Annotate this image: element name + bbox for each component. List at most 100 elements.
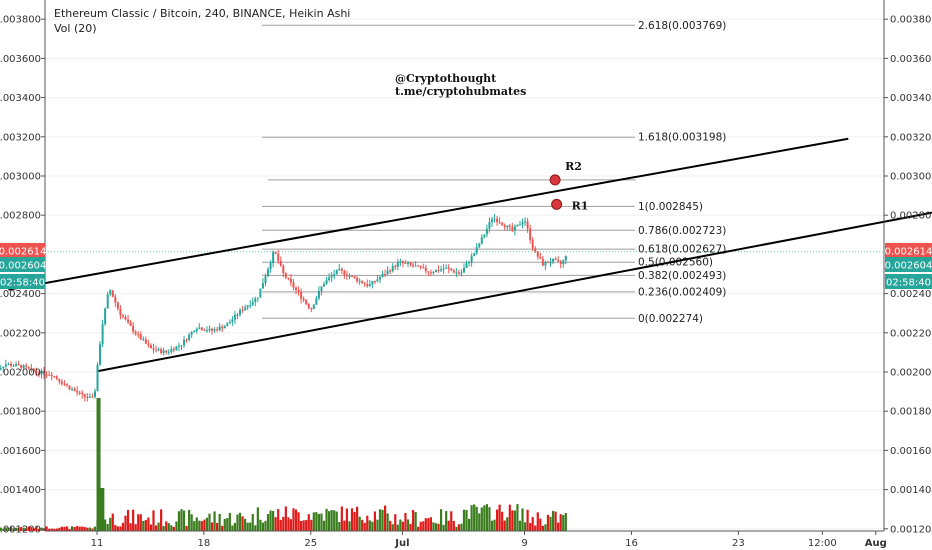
- candle-body: [351, 275, 354, 277]
- candle: [414, 261, 417, 267]
- volume-bar: [139, 514, 142, 531]
- volume-bar: [322, 520, 326, 531]
- candle-body: [447, 267, 450, 269]
- candle-body: [450, 268, 453, 271]
- candle-body: [470, 255, 473, 263]
- candle: [7, 362, 10, 366]
- x-tick-label: 18: [198, 538, 211, 549]
- candle-body: [564, 255, 567, 261]
- volume-bar: [350, 508, 354, 531]
- candle: [170, 345, 173, 355]
- candle: [427, 271, 430, 277]
- volume-bar: [498, 504, 501, 531]
- volume-bar: [259, 519, 262, 531]
- candle: [223, 324, 226, 329]
- volume-bar: [254, 525, 257, 531]
- resistance-marker-r1[interactable]: [551, 198, 563, 210]
- candle: [475, 243, 478, 255]
- candle: [389, 268, 392, 275]
- candle: [289, 273, 292, 287]
- candle-body: [254, 298, 257, 303]
- candle-body: [292, 282, 295, 288]
- candle-body: [45, 374, 48, 376]
- channel-line[interactable]: [8, 137, 849, 291]
- volume-bar: [355, 506, 359, 531]
- candle-body: [149, 345, 152, 349]
- candle-body: [340, 268, 343, 271]
- candle: [109, 288, 112, 297]
- volume-bar: [383, 505, 387, 531]
- volume-bar: [389, 520, 392, 531]
- candle-body: [440, 269, 443, 271]
- volume-bar: [282, 516, 285, 531]
- candle: [93, 388, 96, 399]
- candle: [406, 260, 409, 268]
- candle: [221, 324, 224, 332]
- volume-bar: [300, 520, 303, 531]
- candle: [132, 322, 135, 335]
- candle-body: [96, 364, 99, 392]
- candle-body: [498, 222, 501, 224]
- fib-retracement[interactable]: 2.618(0.003769) 1.618(0.003198) 1(0.002845…: [262, 20, 726, 325]
- candle: [198, 322, 201, 330]
- candle: [455, 267, 458, 278]
- candle-body: [368, 284, 371, 287]
- candle: [180, 345, 183, 350]
- y-tick-label-left: 0.002000: [0, 368, 41, 379]
- candle: [508, 223, 511, 231]
- volume-bar: [152, 510, 155, 531]
- candle: [490, 216, 493, 227]
- candle-body: [78, 392, 81, 394]
- volume-bar: [12, 528, 15, 531]
- candle: [424, 264, 427, 274]
- candle-body: [312, 304, 315, 309]
- candle: [203, 328, 206, 332]
- volume-bar: [503, 520, 506, 531]
- volume-bar: [518, 520, 522, 531]
- candle-body: [119, 308, 122, 316]
- candle: [134, 329, 137, 336]
- candle-body: [185, 339, 188, 341]
- candle-body: [488, 222, 491, 229]
- candle-body: [396, 262, 399, 267]
- volume-bar: [424, 518, 427, 531]
- volume-bar: [544, 524, 547, 531]
- trend-channel[interactable]: [8, 137, 932, 373]
- candle: [440, 265, 443, 273]
- candle: [552, 258, 555, 265]
- resistance-markers[interactable]: R2 R1: [549, 160, 588, 213]
- volume-bar: [55, 528, 58, 531]
- price-badge-left: 0.002604: [0, 261, 46, 272]
- volume-bar: [396, 524, 399, 531]
- candle: [251, 297, 254, 307]
- candle-body: [315, 298, 318, 305]
- candle: [88, 393, 91, 398]
- candle: [9, 361, 12, 368]
- volume-bar: [546, 514, 550, 531]
- volume-bar: [345, 508, 349, 531]
- candle: [259, 288, 262, 298]
- candle-body: [73, 388, 76, 391]
- channel-line[interactable]: [98, 207, 932, 373]
- candle: [68, 385, 71, 391]
- resistance-marker-r2[interactable]: [549, 174, 561, 186]
- volume-bar: [302, 520, 305, 531]
- y-tick-label-left: 0.003600: [0, 54, 41, 65]
- candle: [295, 286, 298, 295]
- volume-bar: [177, 511, 181, 531]
- candle-body: [53, 376, 56, 378]
- candle: [139, 331, 142, 341]
- candle-body: [323, 283, 326, 287]
- volume-bar: [124, 515, 127, 531]
- candle: [78, 390, 81, 396]
- volume-bar: [249, 522, 252, 531]
- resistance-label-r2: R2: [565, 160, 582, 173]
- volume-bar: [343, 520, 346, 531]
- volume-bar: [246, 522, 249, 531]
- candle-body: [409, 262, 412, 265]
- volume-bar: [35, 526, 38, 531]
- volume-bar: [399, 519, 402, 531]
- volume-bar: [111, 513, 114, 531]
- candle: [190, 331, 193, 338]
